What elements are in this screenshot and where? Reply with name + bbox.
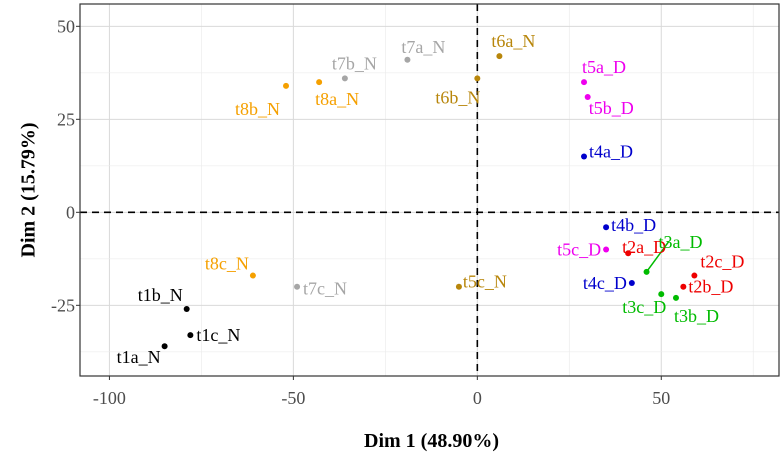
label-connector-t3a_D (645, 241, 670, 273)
data-point-t4b_D (603, 224, 610, 231)
x-tick-label: 50 (652, 388, 670, 408)
point-label-t3c_D: t3c_D (622, 297, 666, 317)
point-label-t2a_D: t2a_D (622, 237, 666, 257)
point-label-t1a_N: t1a_N (117, 347, 161, 367)
point-label-t7c_N: t7c_N (303, 279, 347, 299)
point-label-t7b_N: t7b_N (332, 53, 377, 73)
point-label-t8c_N: t8c_N (205, 254, 249, 274)
y-tick-label: 25 (57, 109, 75, 129)
y-tick-label: 0 (66, 202, 75, 222)
y-tick-label: 50 (57, 16, 75, 36)
data-point-t8c_N (249, 272, 256, 279)
point-label-t5b_D: t5b_D (589, 98, 634, 118)
data-point-t3c_D (658, 291, 665, 298)
point-label-t4b_D: t4b_D (611, 215, 656, 235)
label-connectors (645, 241, 670, 273)
x-tick-label: -50 (281, 388, 305, 408)
point-label-t3b_D: t3b_D (674, 306, 719, 326)
data-point-t5b_D (584, 94, 591, 100)
x-tick-label: -100 (93, 388, 126, 408)
data-point-t5c_D (603, 246, 610, 253)
y-axis-title: Dim 2 (15.79%) (18, 123, 40, 258)
data-point-t6b_N (474, 75, 481, 82)
data-point-t5a_D (581, 79, 588, 86)
reference-lines (80, 4, 779, 376)
x-tick-label: 0 (473, 388, 482, 408)
point-label-t1b_N: t1b_N (138, 285, 183, 305)
data-point-t1b_N (183, 306, 190, 313)
axis-ticks: -100 -50 0 50 -25 0 25 50 (51, 16, 670, 408)
point-label-t2c_D: t2c_D (700, 252, 744, 272)
data-point-t8a_N (316, 79, 323, 86)
point-label-t8b_N: t8b_N (235, 99, 280, 119)
data-point-t6a_N (496, 53, 503, 60)
data-point-t5c_N (455, 283, 462, 290)
point-label-t5c_D: t5c_D (557, 240, 601, 260)
data-point-t8b_N (283, 82, 290, 89)
x-axis-title: Dim 1 (48.90%) (364, 430, 499, 452)
point-label-t6a_N: t6a_N (491, 31, 535, 51)
point-label-t7a_N: t7a_N (401, 37, 445, 57)
data-point-t1a_N (161, 343, 168, 350)
y-tick-label: -25 (51, 295, 75, 315)
point-label-t1c_N: t1c_N (196, 325, 240, 345)
point-label-t4c_D: t4c_D (583, 273, 627, 293)
point-labels: t1a_N t1b_N t1c_N t8a_N t8b_N t8c_N t7a_N t7b_N… (117, 31, 745, 367)
data-point-t7c_N (294, 283, 301, 290)
point-label-t8a_N: t8a_N (315, 89, 359, 109)
point-label-t5c_N: t5c_N (463, 272, 507, 292)
data-point-t2b_D (680, 283, 687, 290)
data-point-t1c_N (187, 332, 194, 339)
point-label-t5a_D: t5a_D (582, 57, 626, 77)
data-point-t4a_D (581, 153, 588, 160)
point-label-t4a_D: t4a_D (589, 142, 633, 162)
point-label-t6b_N: t6b_N (435, 87, 480, 107)
data-points (161, 53, 698, 350)
data-point-t2c_D (691, 272, 698, 279)
point-label-t2b_D: t2b_D (688, 277, 733, 297)
data-point-t2a_D (625, 250, 632, 257)
data-point-t3a_D (643, 268, 650, 275)
data-point-t3b_D (672, 294, 679, 301)
data-point-t4c_D (628, 280, 635, 286)
point-label-t3a_D: t3a_D (659, 232, 703, 252)
panel-border (79, 3, 780, 377)
data-point-t7b_N (341, 75, 348, 82)
data-point-t7a_N (404, 56, 411, 63)
